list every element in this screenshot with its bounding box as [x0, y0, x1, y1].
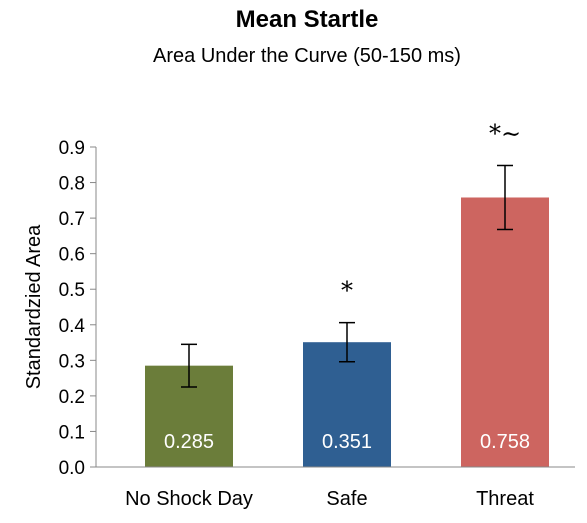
x-category-label: Threat [476, 488, 534, 510]
x-category-label: No Shock Day [125, 488, 253, 510]
data-label: 0.758 [480, 431, 530, 453]
chart-title: Mean Startle [236, 6, 379, 33]
data-label: 0.285 [164, 431, 214, 453]
x-category-label: Safe [326, 488, 367, 510]
y-tick-label: 0.1 [59, 422, 85, 443]
y-tick-label: 0.9 [59, 138, 85, 159]
significance-annotation: * [341, 277, 353, 305]
y-tick-label: 0.8 [59, 174, 85, 195]
y-tick-label: 0.5 [59, 280, 85, 301]
y-tick-label: 0.0 [59, 458, 85, 479]
bar [303, 342, 391, 467]
y-tick-label: 0.2 [59, 387, 85, 408]
plot-area: 0.0 0.1 0.2 0.3 0.4 0.5 0.6 0.7 0.8 0.9 0.285 No Sh… [59, 119, 575, 510]
y-axis-label: Standardzied Area [23, 224, 45, 389]
data-label: 0.351 [322, 431, 372, 453]
y-tick-label: 0.7 [59, 209, 85, 230]
chart-subtitle: Area Under the Curve (50-150 ms) [153, 45, 461, 67]
y-tick-label: 0.3 [59, 351, 85, 372]
significance-annotation: *∼ [489, 119, 521, 147]
y-tick-label: 0.4 [59, 316, 86, 337]
y-tick-label: 0.6 [59, 245, 85, 266]
bar [461, 197, 549, 467]
